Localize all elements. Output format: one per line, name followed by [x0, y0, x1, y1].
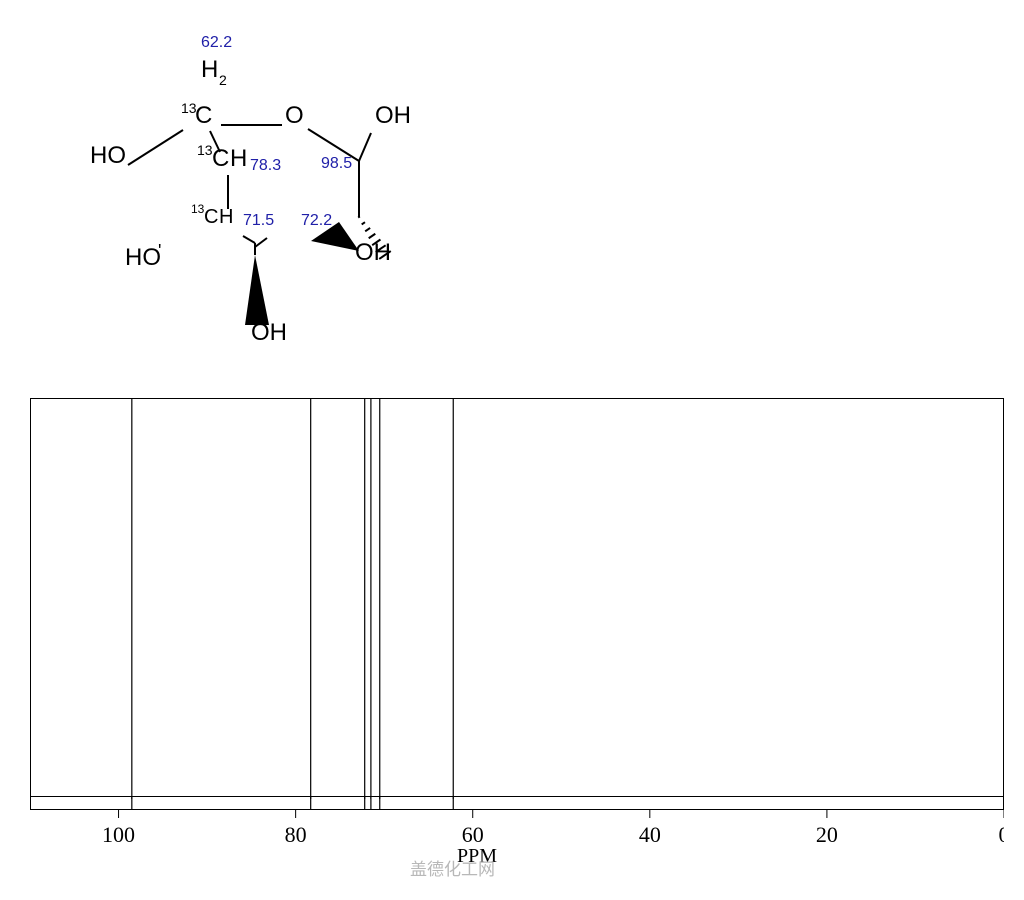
atom-label: C	[204, 206, 218, 228]
atom-label: H	[230, 145, 247, 172]
atom-label: 2	[219, 72, 227, 88]
nmr-spectrum: 020406080100PPM	[30, 398, 1004, 868]
bond-line	[255, 238, 267, 247]
shift-label: 71.5	[243, 212, 274, 229]
wedge-hash-stroke	[362, 222, 365, 224]
bond-line	[128, 130, 183, 165]
axis-tick-label: 60	[462, 822, 484, 847]
spectrum-baseline-band	[31, 797, 1004, 810]
molecule-structure: HO13CH213CHOOH13CHOHHO'OH62.278.398.571.…	[55, 15, 435, 385]
atom-label: 13	[197, 142, 213, 158]
atom-label: 13	[191, 202, 205, 216]
wedge-hash-stroke	[365, 228, 370, 231]
wedge-solid	[245, 255, 269, 325]
axis-tick-label: 80	[285, 822, 307, 847]
bond-line	[243, 236, 255, 243]
atom-label: OH	[355, 239, 391, 266]
shift-label: 78.3	[250, 157, 281, 174]
atom-label: O	[285, 102, 304, 129]
spectrum-svg: 020406080100PPM	[30, 398, 1004, 868]
atom-label: HO	[90, 142, 126, 169]
wedge-hash-stroke	[369, 234, 376, 239]
atom-label: '	[158, 241, 161, 261]
shift-label: 98.5	[321, 155, 352, 172]
axis-tick-label: 40	[639, 822, 661, 847]
atom-label: C	[195, 102, 212, 129]
shift-label: 72.2	[301, 212, 332, 229]
atom-label: HO	[125, 244, 161, 271]
atom-label: C	[212, 145, 229, 172]
shift-label: 62.2	[201, 34, 232, 51]
spectrum-plot-border	[31, 399, 1004, 800]
atom-label: OH	[251, 319, 287, 346]
atom-label: OH	[375, 102, 411, 129]
atom-label: H	[201, 56, 218, 83]
wedge-hash-stroke	[358, 216, 360, 217]
molecule-svg: HO13CH213CHOOH13CHOHHO'OH62.278.398.571.…	[55, 15, 435, 385]
axis-tick-label: 100	[102, 822, 135, 847]
axis-tick-label: 0	[999, 822, 1005, 847]
bond-line	[359, 133, 371, 161]
watermark-text: 盖德化工网	[410, 855, 495, 880]
atom-label: H	[219, 206, 233, 228]
axis-tick-label: 20	[816, 822, 838, 847]
